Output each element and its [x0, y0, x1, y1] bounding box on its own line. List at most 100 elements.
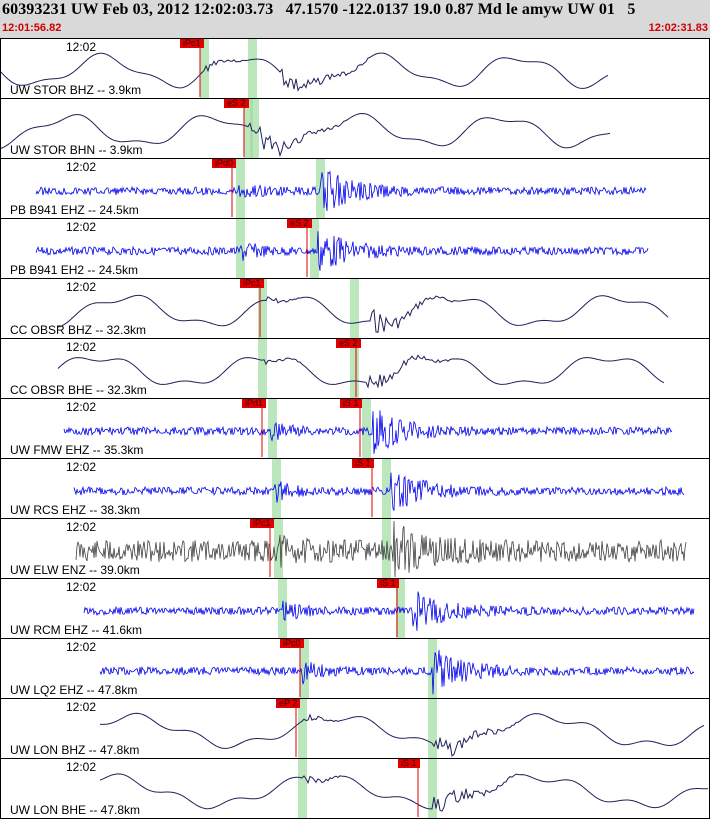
channel-label: UW STOR BHN -- 3.9km — [10, 143, 143, 157]
channel-label: UW STOR BHZ -- 3.9km — [10, 83, 142, 97]
phase-pick-flag[interactable]: eP 2 — [276, 699, 301, 708]
time-tick-label: 12:02 — [66, 460, 97, 474]
p-arrival-band — [274, 519, 283, 579]
p-arrival-band — [298, 699, 307, 759]
s-arrival-band — [316, 159, 325, 219]
p-arrival-band — [268, 399, 277, 459]
waveform-path — [75, 520, 687, 578]
s-arrival-band — [428, 639, 437, 699]
phase-pick-flag[interactable]: iPc1 — [180, 39, 204, 48]
phase-pick-flag[interactable]: iS 1 — [340, 399, 362, 408]
seismogram-trace — [63, 405, 673, 457]
window-start-time: 12:01:56.82 — [2, 22, 62, 34]
p-arrival-band — [272, 459, 281, 519]
channel-label: UW LON BHE -- 47.8km — [10, 803, 141, 817]
waveform-path — [57, 354, 665, 389]
waveform-path — [83, 591, 695, 631]
seismogram-trace — [83, 585, 695, 637]
waveform-path — [63, 410, 673, 454]
event-header: 60393231 UW Feb 03, 2012 12:02:03.73 47.… — [0, 0, 710, 38]
time-tick-label: 12:02 — [66, 40, 97, 54]
seismogram-panel[interactable]: 12:02 iPc1 UW STOR BHZ -- 3.9km — [0, 38, 710, 99]
phase-pick-flag[interactable]: iPc1 — [250, 519, 274, 528]
channel-label: PB B941 EHZ -- 24.5km — [10, 203, 139, 217]
waveform-path — [73, 472, 685, 511]
seismogram-trace — [57, 285, 669, 337]
phase-pick-flag[interactable]: eS 2 — [287, 219, 312, 228]
s-arrival-band — [350, 279, 359, 339]
waveform-path — [0, 52, 609, 92]
seismogram-trace — [0, 105, 611, 158]
waveform-path — [57, 294, 669, 333]
s-arrival-band — [428, 699, 437, 759]
time-tick-label: 12:02 — [66, 340, 97, 354]
seismogram-panel[interactable]: 12:02 iPd0 PB B941 EHZ -- 24.5km — [0, 158, 710, 219]
phase-pick-flag[interactable]: iPc1 — [240, 279, 264, 288]
p-arrival-band — [300, 639, 309, 699]
p-arrival-band — [236, 219, 245, 279]
time-tick-label: 12:02 — [66, 160, 97, 174]
p-arrival-band — [244, 99, 253, 159]
s-arrival-band — [250, 99, 259, 159]
phase-pick-flag[interactable]: eS 2 — [224, 99, 249, 108]
phase-pick-flag[interactable]: iPd0 — [212, 159, 237, 168]
waveform-path — [99, 773, 709, 812]
seismogram-panel[interactable]: 12:02 iS 1 UW LON BHE -- 47.8km — [0, 758, 710, 819]
p-arrival-band — [278, 579, 287, 639]
seismogram-panel[interactable]: 12:02 iPc0 UW LQ2 EHZ -- 47.8km — [0, 638, 710, 699]
seismogram-trace — [35, 165, 647, 217]
s-arrival-band — [248, 39, 257, 99]
time-tick-label: 12:02 — [66, 400, 97, 414]
channel-label: UW LON BHZ -- 47.8km — [10, 743, 140, 757]
seismogram-trace — [73, 465, 685, 517]
channel-label: UW LQ2 EHZ -- 47.8km — [10, 683, 138, 697]
channel-label: PB B941 EH2 -- 24.5km — [10, 263, 139, 277]
channel-label: CC OBSR BHE -- 32.3km — [10, 383, 147, 397]
seismogram-panel[interactable]: 12:02 iS 1 UW RCM EHZ -- 41.6km — [0, 578, 710, 639]
p-arrival-band — [258, 279, 267, 339]
waveform-path — [35, 231, 649, 271]
p-arrival-band — [236, 159, 245, 219]
phase-pick-flag[interactable]: iS 1 — [398, 759, 420, 768]
seismogram-panel[interactable]: 12:02 iPd1 iS 1 UW FMW EHZ -- 35.3km — [0, 398, 710, 459]
seismogram-trace — [99, 645, 695, 697]
seismogram-panel[interactable]: eS 2 UW STOR BHN -- 3.9km — [0, 98, 710, 159]
seismogram-trace — [99, 765, 709, 817]
time-tick-label: 12:02 — [66, 580, 97, 594]
seismogram-panel[interactable]: 12:02 eS 2 PB B941 EH2 -- 24.5km — [0, 218, 710, 279]
phase-pick-flag[interactable]: iS 1 — [377, 579, 399, 588]
waveform-path — [99, 649, 695, 695]
seismogram-panel[interactable]: 12:02 iPc1 UW ELW ENZ -- 39.0km — [0, 518, 710, 579]
event-title: 60393231 UW Feb 03, 2012 12:02:03.73 47.… — [2, 1, 636, 18]
time-tick-label: 12:02 — [66, 280, 97, 294]
channel-label: CC OBSR BHZ -- 32.3km — [10, 323, 147, 337]
seismogram-trace — [35, 225, 649, 277]
phase-pick-flag[interactable]: iPd1 — [242, 399, 267, 408]
channel-label: UW ELW ENZ -- 39.0km — [10, 563, 140, 577]
channel-label: UW RCM EHZ -- 41.6km — [10, 623, 142, 637]
waveform-path — [99, 712, 705, 757]
s-arrival-band — [428, 759, 437, 819]
channel-label: UW RCS EHZ -- 38.3km — [10, 503, 141, 517]
phase-pick-flag[interactable]: iPc0 — [280, 639, 304, 648]
seismogram-panel[interactable]: 12:02 iPc1 CC OBSR BHZ -- 32.3km — [0, 278, 710, 339]
s-arrival-band — [350, 339, 359, 399]
seismogram-panel[interactable]: 12:02 eP 2 UW LON BHZ -- 47.8km — [0, 698, 710, 759]
time-tick-label: 12:02 — [66, 640, 97, 654]
phase-pick-flag[interactable]: eS 2 — [336, 339, 361, 348]
p-arrival-band — [298, 759, 307, 819]
p-arrival-band — [258, 339, 267, 399]
seismogram-panel[interactable]: 12:02 iS 1 UW RCS EHZ -- 38.3km — [0, 458, 710, 519]
seismogram-trace — [75, 520, 687, 578]
time-tick-label: 12:02 — [66, 760, 97, 774]
phase-pick-flag[interactable]: iS 1 — [352, 459, 374, 468]
time-tick-label: 12:02 — [66, 220, 97, 234]
waveform-path — [0, 112, 611, 158]
window-end-time: 12:02:31.83 — [648, 22, 708, 34]
seismogram-trace — [57, 345, 665, 397]
seismogram-trace — [0, 45, 609, 97]
s-arrival-band — [310, 219, 319, 279]
seismogram-panel[interactable]: 12:02 eS 2 CC OBSR BHE -- 32.3km — [0, 338, 710, 399]
time-tick-label: 12:02 — [66, 520, 97, 534]
waveform-path — [35, 170, 647, 212]
